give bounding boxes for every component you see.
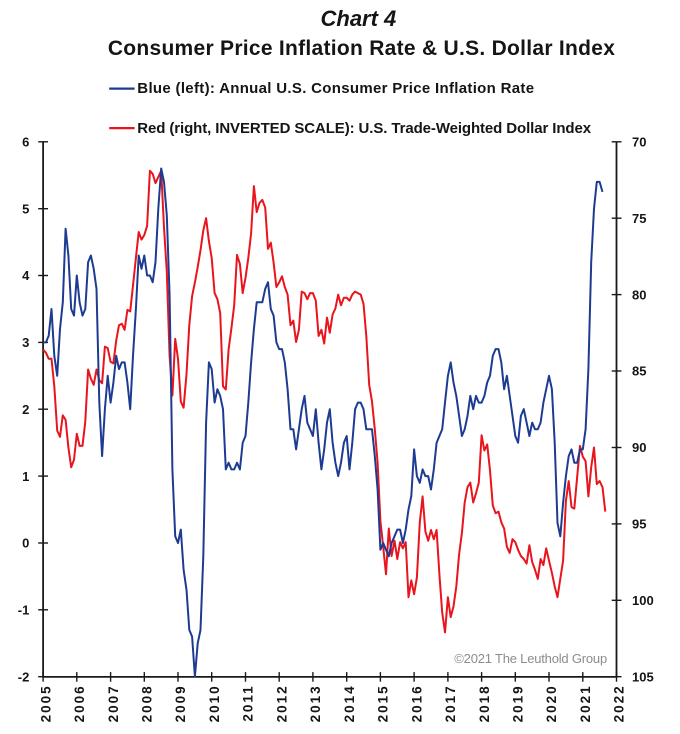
svg-text:Blue (left): Annual U.S. Consu: Blue (left): Annual U.S. Consumer Price … [137, 80, 534, 97]
svg-text:2009: 2009 [173, 684, 188, 722]
svg-text:0: 0 [22, 536, 29, 551]
svg-text:2008: 2008 [140, 684, 155, 722]
svg-text:2018: 2018 [477, 684, 492, 722]
svg-text:2021: 2021 [578, 684, 593, 722]
svg-text:95: 95 [632, 517, 646, 532]
svg-text:85: 85 [632, 364, 646, 379]
svg-text:2010: 2010 [207, 684, 222, 722]
svg-text:2019: 2019 [511, 684, 526, 722]
svg-text:2017: 2017 [443, 684, 458, 722]
svg-text:-1: -1 [18, 603, 30, 618]
svg-text:2006: 2006 [72, 684, 87, 722]
svg-text:2013: 2013 [308, 684, 323, 722]
svg-text:80: 80 [632, 287, 646, 302]
svg-text:2020: 2020 [544, 684, 559, 722]
svg-text:2014: 2014 [342, 684, 357, 722]
svg-text:2005: 2005 [38, 684, 53, 722]
svg-text:2: 2 [22, 402, 29, 417]
svg-text:105: 105 [632, 669, 654, 684]
svg-text:©2021 The Leuthold Group: ©2021 The Leuthold Group [454, 651, 607, 666]
svg-text:3: 3 [22, 335, 29, 350]
svg-text:2016: 2016 [409, 684, 424, 722]
svg-text:2015: 2015 [376, 684, 391, 722]
svg-text:90: 90 [632, 440, 646, 455]
svg-text:-2: -2 [18, 669, 30, 684]
svg-text:1: 1 [22, 469, 29, 484]
svg-text:Red (right, INVERTED SCALE): U: Red (right, INVERTED SCALE): U.S. Trade-… [137, 120, 591, 137]
svg-text:Chart 4: Chart 4 [321, 6, 397, 31]
svg-text:2011: 2011 [241, 684, 256, 721]
svg-text:5: 5 [22, 201, 29, 216]
svg-text:Consumer Price Inflation Rate: Consumer Price Inflation Rate & U.S. Dol… [108, 37, 615, 60]
svg-text:2007: 2007 [106, 684, 121, 722]
svg-text:4: 4 [22, 268, 30, 283]
svg-text:75: 75 [632, 211, 646, 226]
svg-text:6: 6 [22, 135, 29, 150]
svg-text:70: 70 [632, 135, 646, 150]
svg-text:2022: 2022 [612, 684, 627, 722]
svg-text:2012: 2012 [274, 684, 289, 722]
svg-text:100: 100 [632, 593, 654, 608]
